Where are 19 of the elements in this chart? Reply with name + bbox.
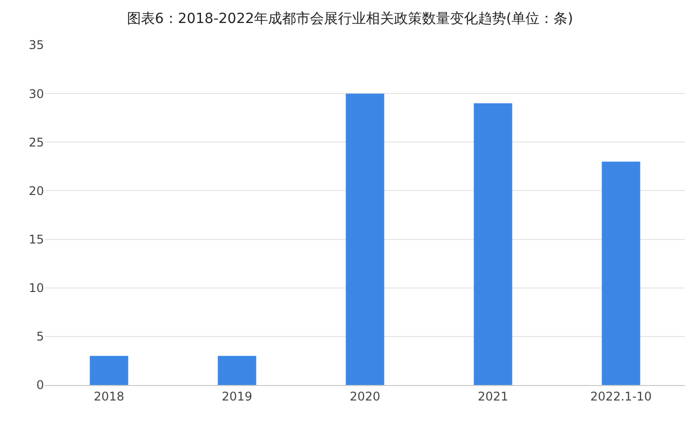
x-tick-label: 2019 xyxy=(222,389,252,404)
y-tick-label: 20 xyxy=(28,184,44,198)
bar xyxy=(474,103,512,385)
x-tick-label: 2021 xyxy=(478,389,508,404)
x-tick-label: 2022.1-10 xyxy=(590,389,652,404)
chart-title: 图表6：2018-2022年成都市会展行业相关政策数量变化趋势(单位：条) xyxy=(126,11,574,27)
bar xyxy=(346,94,384,385)
x-tick-label: 2018 xyxy=(94,389,124,404)
bar xyxy=(602,162,640,385)
y-tick-label: 35 xyxy=(28,38,44,52)
y-tick-label: 5 xyxy=(36,330,44,344)
y-tick-label: 25 xyxy=(28,135,44,150)
y-tick-label: 0 xyxy=(36,378,44,392)
y-tick-label: 10 xyxy=(28,281,44,296)
x-tick-label: 2020 xyxy=(350,389,380,404)
y-tick-label: 30 xyxy=(28,86,44,101)
y-tick-label: 15 xyxy=(28,232,44,246)
bar xyxy=(218,356,256,385)
bar xyxy=(90,356,128,385)
